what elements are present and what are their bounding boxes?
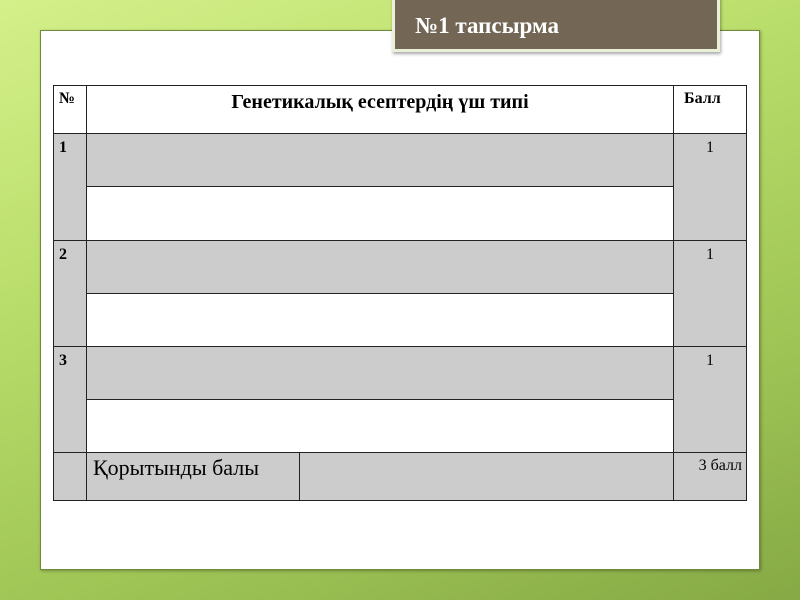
slide-title: №1 тапсырма [392,0,720,52]
total-empty-cell[interactable] [299,452,674,501]
row-cell[interactable] [86,346,674,400]
total-num-cell [53,452,87,501]
row-cell[interactable] [86,240,674,294]
row-score: 1 [673,133,747,241]
row-num: 1 [53,133,87,241]
row-cell[interactable] [86,133,674,187]
row-cell[interactable] [86,186,674,241]
row-score: 1 [673,346,747,453]
header-type: Генетикалық есептердің үш типі [86,85,674,134]
row-num: 3 [53,346,87,453]
header-num: № [53,85,87,134]
row-cell[interactable] [86,293,674,347]
header-score: Балл [673,85,747,134]
total-label: Қорытынды балы [86,452,300,501]
total-score: 3 балл [673,452,747,501]
row-score: 1 [673,240,747,347]
row-cell[interactable] [86,399,674,453]
row-num: 2 [53,240,87,347]
